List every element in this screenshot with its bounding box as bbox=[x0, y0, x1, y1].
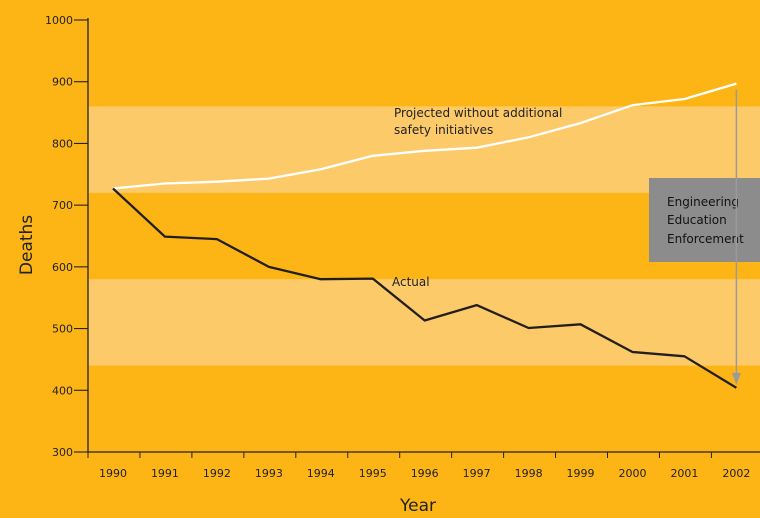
actual-line bbox=[112, 187, 737, 389]
y-tick-label-900: 900 bbox=[52, 76, 73, 89]
x-tick-label-1994: 1994 bbox=[307, 467, 335, 480]
box-line-engineering: Engineering bbox=[667, 195, 739, 209]
y-tick-label-700: 700 bbox=[52, 199, 73, 212]
x-tick-label-1996: 1996 bbox=[411, 467, 439, 480]
axes bbox=[74, 18, 760, 458]
x-tick-label-1991: 1991 bbox=[151, 467, 179, 480]
box-line-enforcement: Enforcement bbox=[667, 232, 744, 246]
y-tick-label-400: 400 bbox=[52, 384, 73, 397]
x-tick-label-1997: 1997 bbox=[463, 467, 491, 480]
x-tick-label-2001: 2001 bbox=[670, 467, 698, 480]
x-tick-label-1992: 1992 bbox=[203, 467, 231, 480]
projected-label-line1: Projected without additional bbox=[394, 106, 562, 120]
arrow-head bbox=[731, 372, 741, 385]
x-tick-label-1998: 1998 bbox=[515, 467, 543, 480]
y-tick-label-300: 300 bbox=[52, 446, 73, 459]
x-tick-label-1993: 1993 bbox=[255, 467, 283, 480]
initiatives-box: Engineering Education Enforcement bbox=[649, 178, 760, 262]
y-axis-title: Deaths bbox=[17, 215, 37, 275]
reduction-arrow bbox=[731, 89, 741, 385]
series-lines bbox=[112, 82, 737, 389]
projected-label-line2: safety initiatives bbox=[394, 123, 493, 137]
x-tick-label-2000: 2000 bbox=[619, 467, 647, 480]
y-tick-label-500: 500 bbox=[52, 323, 73, 336]
projected-line bbox=[112, 82, 737, 190]
band-2 bbox=[88, 279, 760, 366]
x-tick-labels: 1990 1991 1992 1993 1994 1995 1996 1997 1998 1999… bbox=[99, 467, 750, 480]
background-bands bbox=[88, 106, 760, 366]
x-tick-label-1990: 1990 bbox=[99, 467, 127, 480]
band-1 bbox=[88, 106, 760, 193]
y-tick-label-600: 600 bbox=[52, 261, 73, 274]
x-axis-title: Year bbox=[399, 496, 436, 516]
x-tick-label-1995: 1995 bbox=[359, 467, 387, 480]
x-tick-label-1999: 1999 bbox=[567, 467, 595, 480]
actual-label: Actual bbox=[392, 275, 430, 289]
y-tick-label-800: 800 bbox=[52, 137, 73, 150]
box-line-education: Education bbox=[667, 213, 727, 227]
y-tick-labels: 300 400 500 600 700 800 900 1000 bbox=[45, 14, 73, 459]
y-tick-label-1000: 1000 bbox=[45, 14, 73, 27]
x-tick-label-2002: 2002 bbox=[722, 467, 750, 480]
